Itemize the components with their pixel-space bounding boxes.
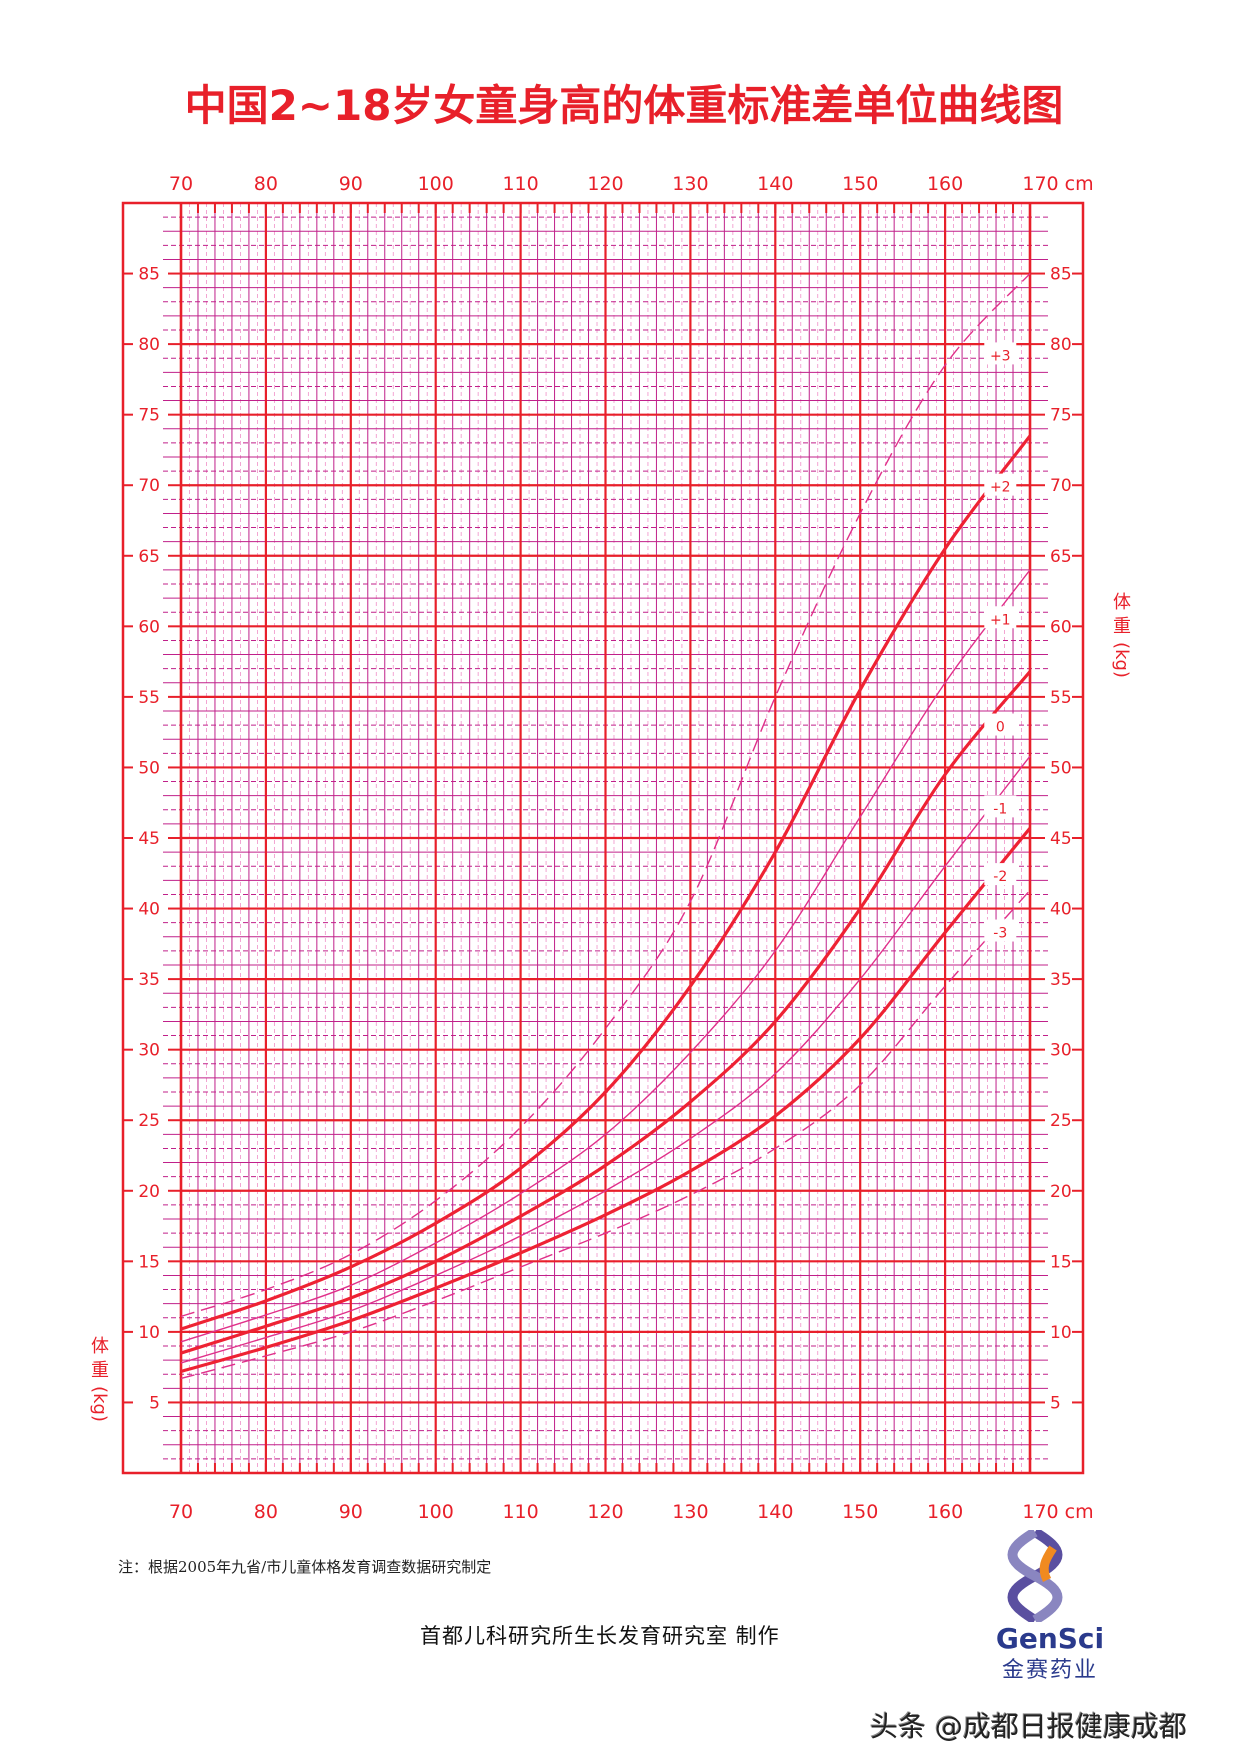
svg-text:75: 75 [1050, 406, 1072, 426]
svg-text:-1: -1 [993, 801, 1007, 817]
watermark: 头条 @成都日报健康成都 [870, 1710, 1187, 1743]
svg-text:30: 30 [1050, 1041, 1072, 1061]
y-axis-label-right: 体 重 (kg) [1111, 592, 1132, 678]
svg-text:5: 5 [1050, 1393, 1061, 1413]
svg-text:(kg): (kg) [1111, 642, 1132, 678]
svg-text:140: 140 [757, 1501, 793, 1523]
svg-text:0: 0 [996, 720, 1005, 736]
svg-text:45: 45 [138, 829, 160, 849]
svg-text:45: 45 [1050, 829, 1072, 849]
svg-text:50: 50 [138, 758, 160, 778]
svg-text:70: 70 [169, 1501, 193, 1523]
svg-text:重: 重 [91, 1360, 109, 1381]
curve--3 [180, 889, 1031, 1380]
svg-text:10: 10 [1050, 1323, 1072, 1343]
svg-text:35: 35 [1050, 970, 1072, 990]
chart-title: 中国2~18岁女童身高的体重标准差单位曲线图 [184, 81, 1064, 130]
growth-chart: 70 80 90 100 110 120 130 140 150 160 170 cm 70 80 90… [89, 173, 1132, 1523]
svg-text:15: 15 [1050, 1252, 1072, 1272]
x-axis-top-labels: 70 80 90 100 110 120 130 140 150 160 170 cm [169, 173, 1094, 195]
dna-helix-icon [1007, 1527, 1063, 1625]
svg-text:-2: -2 [993, 869, 1007, 885]
svg-text:20: 20 [138, 1182, 160, 1202]
y-axis-left-labels: 5 10 15 20 25 30 35 40 45 50 55 60 65 70 75 80 85 [138, 265, 160, 1414]
svg-text:+3: +3 [990, 348, 1011, 364]
svg-text:65: 65 [138, 547, 160, 567]
svg-text:140: 140 [757, 173, 793, 195]
sd-curve-labels: +3 +2 +1 0 -1 -2 -3 [984, 342, 1017, 942]
curve-+1 [180, 569, 1031, 1343]
curve--2 [180, 827, 1032, 1373]
svg-text:20: 20 [1050, 1182, 1072, 1202]
svg-text:60: 60 [138, 617, 160, 637]
svg-text:+1: +1 [990, 612, 1011, 628]
svg-text:90: 90 [339, 1501, 363, 1523]
svg-text:90: 90 [339, 173, 363, 195]
major-grid [123, 203, 1083, 1473]
y-axis-right-labels: 5 10 15 20 25 30 35 40 45 50 55 60 65 70 75 80 85 [1050, 265, 1072, 1414]
svg-text:30: 30 [138, 1041, 160, 1061]
svg-text:150: 150 [842, 173, 878, 195]
svg-text:25: 25 [138, 1111, 160, 1131]
svg-text:130: 130 [672, 173, 708, 195]
sd-curves [180, 273, 1032, 1380]
svg-text:65: 65 [1050, 547, 1072, 567]
svg-text:55: 55 [138, 688, 160, 708]
producer-credit: 首都儿科研究所生长发育研究室 制作 [420, 1624, 780, 1648]
svg-text:75: 75 [138, 406, 160, 426]
svg-text:110: 110 [502, 173, 538, 195]
svg-text:15: 15 [138, 1252, 160, 1272]
svg-text:5: 5 [149, 1393, 160, 1413]
svg-text:80: 80 [254, 1501, 278, 1523]
svg-text:80: 80 [254, 173, 278, 195]
svg-text:100: 100 [418, 173, 454, 195]
svg-text:80: 80 [138, 335, 160, 355]
outer-frame [121, 201, 1085, 1475]
svg-text:130: 130 [672, 1501, 708, 1523]
svg-text:170 cm: 170 cm [1022, 173, 1093, 195]
svg-text:体: 体 [1113, 592, 1131, 613]
svg-text:160: 160 [927, 1501, 963, 1523]
curve--1 [180, 755, 1031, 1364]
svg-text:80: 80 [1050, 335, 1072, 355]
svg-text:35: 35 [138, 970, 160, 990]
svg-text:100: 100 [418, 1501, 454, 1523]
svg-text:160: 160 [927, 173, 963, 195]
curve-+2 [180, 434, 1032, 1331]
svg-text:85: 85 [138, 265, 160, 285]
logo-text-cn: 金赛药业 [1001, 1658, 1098, 1683]
svg-text:170 cm: 170 cm [1022, 1501, 1093, 1523]
svg-text:60: 60 [1050, 617, 1072, 637]
svg-text:(kg): (kg) [89, 1386, 110, 1422]
curve-+3 [180, 273, 1031, 1318]
footnote: 注：根据2005年九省/市儿童体格发育调查数据研究制定 [118, 1558, 492, 1576]
svg-text:70: 70 [169, 173, 193, 195]
svg-text:85: 85 [1050, 265, 1072, 285]
svg-text:40: 40 [1050, 900, 1072, 920]
svg-text:50: 50 [1050, 758, 1072, 778]
svg-text:150: 150 [842, 1501, 878, 1523]
x-axis-bottom-labels: 70 80 90 100 110 120 130 140 150 160 170 cm [169, 1501, 1094, 1523]
svg-text:70: 70 [1050, 476, 1072, 496]
svg-text:重: 重 [1113, 616, 1131, 637]
svg-text:110: 110 [502, 1501, 538, 1523]
svg-text:120: 120 [587, 173, 623, 195]
svg-text:55: 55 [1050, 688, 1072, 708]
svg-text:-3: -3 [993, 926, 1007, 942]
svg-text:120: 120 [587, 1501, 623, 1523]
svg-text:10: 10 [138, 1323, 160, 1343]
gensci-logo: GenSci 金赛药业 [985, 1527, 1115, 1683]
svg-text:70: 70 [138, 476, 160, 496]
curve-0 [180, 670, 1032, 1355]
logo-text-en: GenSci [995, 1622, 1105, 1655]
y-axis-label-left: 体 重 (kg) [89, 1336, 110, 1422]
svg-text:40: 40 [138, 900, 160, 920]
svg-text:25: 25 [1050, 1111, 1072, 1131]
svg-text:+2: +2 [990, 480, 1011, 496]
svg-text:体: 体 [91, 1336, 109, 1357]
